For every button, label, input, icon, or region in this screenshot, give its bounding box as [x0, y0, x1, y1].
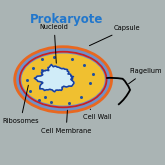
- Text: Nucleoid: Nucleoid: [40, 24, 69, 63]
- Text: Capsule: Capsule: [89, 25, 140, 46]
- Text: Cell Membrane: Cell Membrane: [41, 110, 91, 134]
- Ellipse shape: [16, 48, 110, 111]
- Ellipse shape: [19, 51, 107, 108]
- Ellipse shape: [21, 53, 105, 106]
- Text: Ribosomes: Ribosomes: [2, 85, 39, 124]
- Ellipse shape: [13, 45, 113, 114]
- Text: Flagellum: Flagellum: [129, 68, 162, 84]
- Text: Prokaryote: Prokaryote: [29, 13, 103, 26]
- Ellipse shape: [21, 53, 106, 106]
- Polygon shape: [34, 65, 74, 92]
- Text: Cell Wall: Cell Wall: [83, 109, 112, 120]
